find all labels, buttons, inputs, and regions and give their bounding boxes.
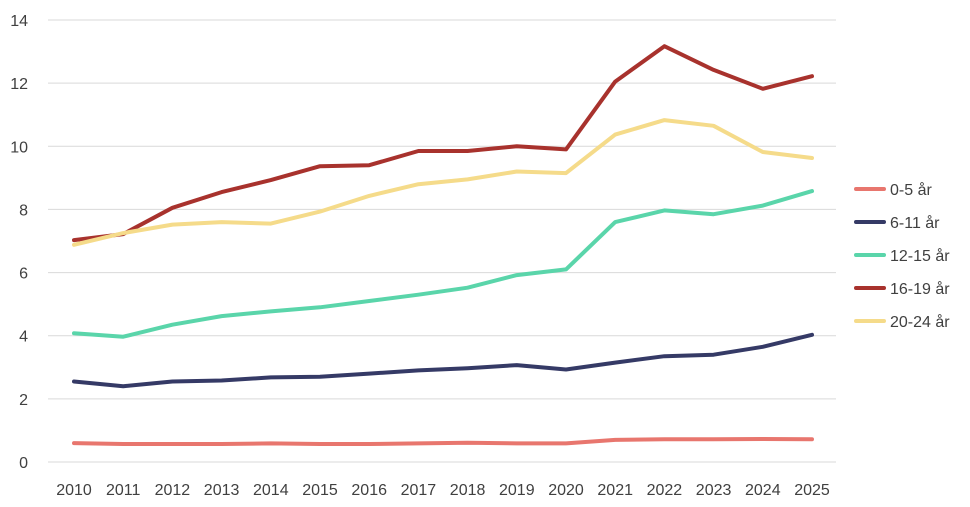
x-tick-label: 2014 (253, 482, 289, 499)
y-tick-label: 0 (19, 455, 28, 472)
legend-label: 6-11 år (890, 214, 940, 232)
x-tick-label: 2017 (401, 482, 437, 499)
x-tick-label: 2013 (204, 482, 240, 499)
series-line-2 (72, 332, 814, 389)
legend-label: 20-24 år (890, 313, 950, 331)
x-tick-label: 2023 (696, 482, 732, 499)
x-tick-label: 2015 (302, 482, 338, 499)
x-tick-label: 2018 (450, 482, 486, 499)
x-axis: 2010 2011 2012 2013 2014 2015 2016 2017 2018 2019… (56, 482, 830, 499)
y-tick-label: 2 (19, 392, 28, 409)
series-line-3 (72, 189, 814, 339)
x-tick-label: 2016 (351, 482, 387, 499)
x-tick-label: 2019 (499, 482, 535, 499)
y-tick-label: 4 (19, 329, 28, 346)
y-tick-label: 12 (10, 76, 28, 93)
y-tick-label: 10 (10, 139, 28, 156)
x-tick-label: 2021 (597, 482, 633, 499)
gridlines (48, 19, 836, 463)
series-lines (72, 44, 814, 446)
x-tick-label: 2024 (745, 482, 781, 499)
series-line-4 (72, 44, 814, 243)
x-tick-label: 2012 (155, 482, 191, 499)
legend-label: 16-19 år (890, 280, 950, 298)
y-axis: 0 2 4 6 8 10 12 14 (10, 13, 28, 472)
y-tick-label: 14 (10, 13, 28, 30)
y-tick-label: 8 (19, 202, 28, 219)
x-tick-label: 2020 (548, 482, 584, 499)
series-line-5 (72, 118, 814, 247)
x-tick-label: 2022 (647, 482, 683, 499)
x-tick-label: 2010 (56, 482, 92, 499)
legend: 0-5 år 6-11 år 12-15 år 16-19 år 20-24 år (854, 181, 950, 331)
x-tick-label: 2025 (794, 482, 830, 499)
series-line-1 (72, 437, 814, 446)
x-tick-label: 2011 (106, 482, 141, 499)
y-tick-label: 6 (19, 266, 28, 283)
legend-label: 12-15 år (890, 247, 950, 265)
legend-label: 0-5 år (890, 181, 932, 199)
